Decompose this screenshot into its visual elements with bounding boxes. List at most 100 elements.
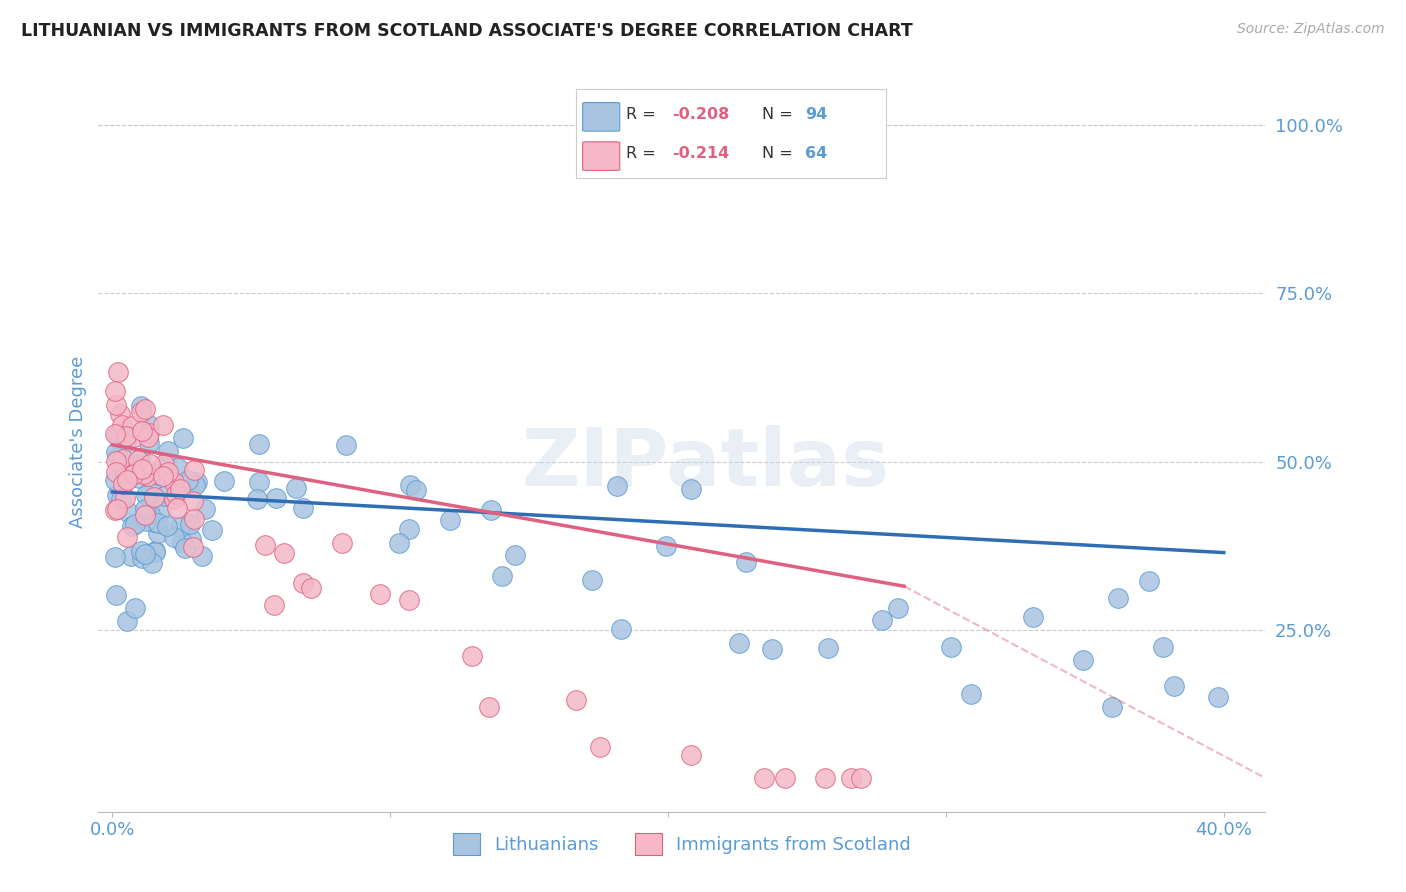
Point [134, 547, 156, 561]
Point [606, 479, 628, 493]
Point [135, 488, 157, 502]
Point [139, 507, 162, 521]
Point [870, 613, 893, 627]
Point [839, 771, 862, 785]
Point [142, 515, 165, 529]
Point [153, 457, 176, 471]
Point [170, 535, 193, 549]
Point [183, 512, 205, 526]
Point [110, 491, 132, 506]
Point [104, 384, 127, 398]
Text: Source: ZipAtlas.com: Source: ZipAtlas.com [1237, 22, 1385, 37]
Point [368, 587, 391, 601]
Text: R =: R = [626, 146, 661, 161]
Point [121, 418, 143, 433]
Point [104, 474, 127, 488]
Point [124, 467, 146, 481]
Point [129, 399, 152, 413]
Point [114, 429, 136, 443]
Point [105, 588, 128, 602]
Point [105, 398, 128, 412]
Point [851, 771, 873, 785]
Point [183, 540, 205, 554]
Point [107, 450, 129, 465]
FancyBboxPatch shape [582, 142, 620, 170]
Point [138, 435, 160, 450]
Point [172, 431, 194, 445]
Point [655, 539, 678, 553]
Point [166, 461, 188, 475]
Point [122, 430, 145, 444]
Point [1152, 640, 1174, 655]
Point [284, 482, 307, 496]
Point [139, 457, 162, 471]
Point [104, 427, 127, 442]
Point [117, 505, 139, 519]
Text: ZIPatlas: ZIPatlas [522, 425, 890, 503]
Point [166, 501, 188, 516]
Point [184, 478, 207, 492]
Point [399, 478, 422, 492]
Point [136, 508, 159, 523]
Point [1071, 653, 1094, 667]
Point [610, 623, 633, 637]
Text: 64: 64 [806, 146, 828, 161]
Point [330, 535, 353, 549]
Point [1107, 591, 1129, 606]
Point [814, 771, 837, 785]
Point [752, 771, 775, 785]
Point [131, 425, 153, 439]
Point [104, 549, 127, 564]
Point [565, 693, 588, 707]
Point [194, 502, 217, 516]
Point [156, 519, 179, 533]
Point [264, 491, 287, 505]
Point [104, 454, 127, 468]
Point [148, 503, 170, 517]
Point [114, 491, 136, 505]
Point [141, 556, 163, 570]
Point [114, 464, 136, 478]
Point [263, 598, 285, 612]
Point [253, 538, 276, 552]
Point [128, 471, 150, 485]
Point [247, 475, 270, 490]
Point [291, 500, 314, 515]
Point [1206, 690, 1229, 704]
Text: R =: R = [626, 107, 661, 121]
Point [273, 546, 295, 560]
Point [139, 481, 162, 495]
Point [169, 483, 191, 497]
Point [129, 451, 152, 466]
Point [146, 516, 169, 531]
Point [146, 525, 169, 540]
Point [134, 502, 156, 516]
Point [111, 451, 134, 466]
Point [112, 477, 135, 491]
Point [138, 426, 160, 441]
Point [181, 493, 204, 508]
Point [503, 548, 526, 562]
Point [887, 600, 910, 615]
Point [163, 492, 186, 507]
Point [291, 576, 314, 591]
Point [143, 490, 166, 504]
Point [960, 687, 983, 701]
Point [191, 549, 214, 564]
Point [169, 520, 191, 534]
Text: -0.208: -0.208 [672, 107, 730, 121]
Point [108, 407, 131, 421]
Point [735, 555, 758, 569]
Point [165, 487, 187, 501]
Text: LITHUANIAN VS IMMIGRANTS FROM SCOTLAND ASSOCIATE'S DEGREE CORRELATION CHART: LITHUANIAN VS IMMIGRANTS FROM SCOTLAND A… [21, 22, 912, 40]
Point [212, 474, 235, 488]
Text: N =: N = [762, 107, 799, 121]
Point [478, 699, 501, 714]
Point [581, 573, 603, 587]
Point [180, 532, 202, 546]
Point [129, 544, 152, 558]
Point [149, 462, 172, 476]
Point [152, 468, 174, 483]
Point [679, 483, 702, 497]
Point [773, 771, 796, 785]
